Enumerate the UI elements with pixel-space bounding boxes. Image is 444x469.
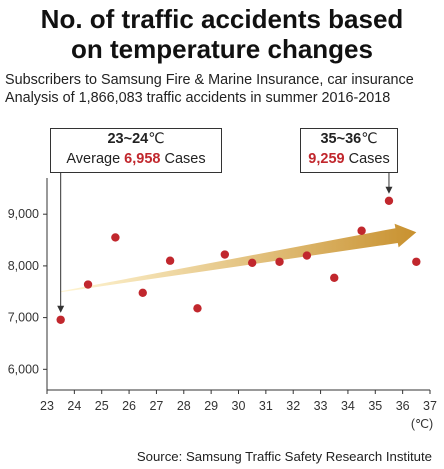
y-tick-label: 6,000 (8, 362, 39, 376)
source-note: Source: Samsung Traffic Safety Research … (136, 449, 432, 464)
data-point (220, 250, 230, 259)
callout-low-prefix: Average (66, 151, 125, 167)
callout-high-unit: ℃ (361, 131, 378, 147)
x-tick-label: 33 (314, 399, 328, 413)
x-tick-label: 37 (423, 399, 437, 413)
x-tick-label: 28 (177, 399, 191, 413)
x-tick-label: 27 (149, 399, 163, 413)
callout-high-temperature: 35~36℃ 9,259 Cases (300, 128, 398, 173)
data-point (193, 304, 202, 313)
data-point (384, 196, 394, 206)
callout-low-leader-head (57, 305, 65, 313)
callout-low-unit: ℃ (148, 131, 165, 147)
callout-low-value: 6,958 (124, 151, 161, 167)
x-tick-label: 23 (40, 399, 54, 413)
x-tick-label: 36 (396, 399, 410, 413)
data-point (412, 257, 421, 266)
title-line-1: No. of traffic accidents based (40, 4, 404, 34)
chart-title: No. of traffic accidents based on temper… (0, 4, 444, 64)
data-point (83, 280, 93, 289)
y-tick-label: 8,000 (8, 259, 39, 273)
data-point (275, 257, 284, 266)
data-point (330, 273, 339, 282)
callout-high-suffix: Cases (344, 151, 390, 167)
x-tick-label: 30 (232, 399, 246, 413)
data-point (111, 233, 120, 242)
x-tick-label: 34 (341, 399, 355, 413)
chart-subtitle: Subscribers to Samsung Fire & Marine Ins… (5, 71, 441, 107)
data-point (247, 258, 257, 267)
callout-high-range: 35~36 (320, 131, 362, 147)
y-tick-label: 7,000 (8, 311, 39, 325)
data-point (357, 226, 366, 235)
x-unit-label: (℃) (411, 417, 433, 431)
x-tick-label: 35 (368, 399, 382, 413)
y-tick-label: 9,000 (8, 207, 39, 221)
data-point (165, 256, 175, 265)
x-tick-label: 25 (95, 399, 109, 413)
x-tick-label: 32 (286, 399, 300, 413)
data-point (302, 251, 312, 260)
x-tick-label: 26 (122, 399, 136, 413)
callout-high-leader-head (385, 186, 393, 194)
subtitle-line-1: Subscribers to Samsung Fire & Marine Ins… (5, 72, 414, 88)
x-tick-label: 31 (259, 399, 273, 413)
callout-low-temperature: 23~24℃ Average 6,958 Cases (50, 128, 222, 173)
title-line-2: on temperature changes (71, 34, 373, 64)
trend-arrow (60, 223, 417, 293)
x-tick-label: 29 (204, 399, 218, 413)
data-point (56, 315, 65, 324)
x-tick-label: 24 (67, 399, 81, 413)
callout-low-range: 23~24 (107, 131, 149, 147)
subtitle-line-2: Analysis of 1,866,083 traffic accidents … (5, 90, 391, 106)
data-point (138, 288, 147, 297)
callout-high-value: 9,259 (308, 151, 345, 167)
callout-low-suffix: Cases (160, 151, 206, 167)
